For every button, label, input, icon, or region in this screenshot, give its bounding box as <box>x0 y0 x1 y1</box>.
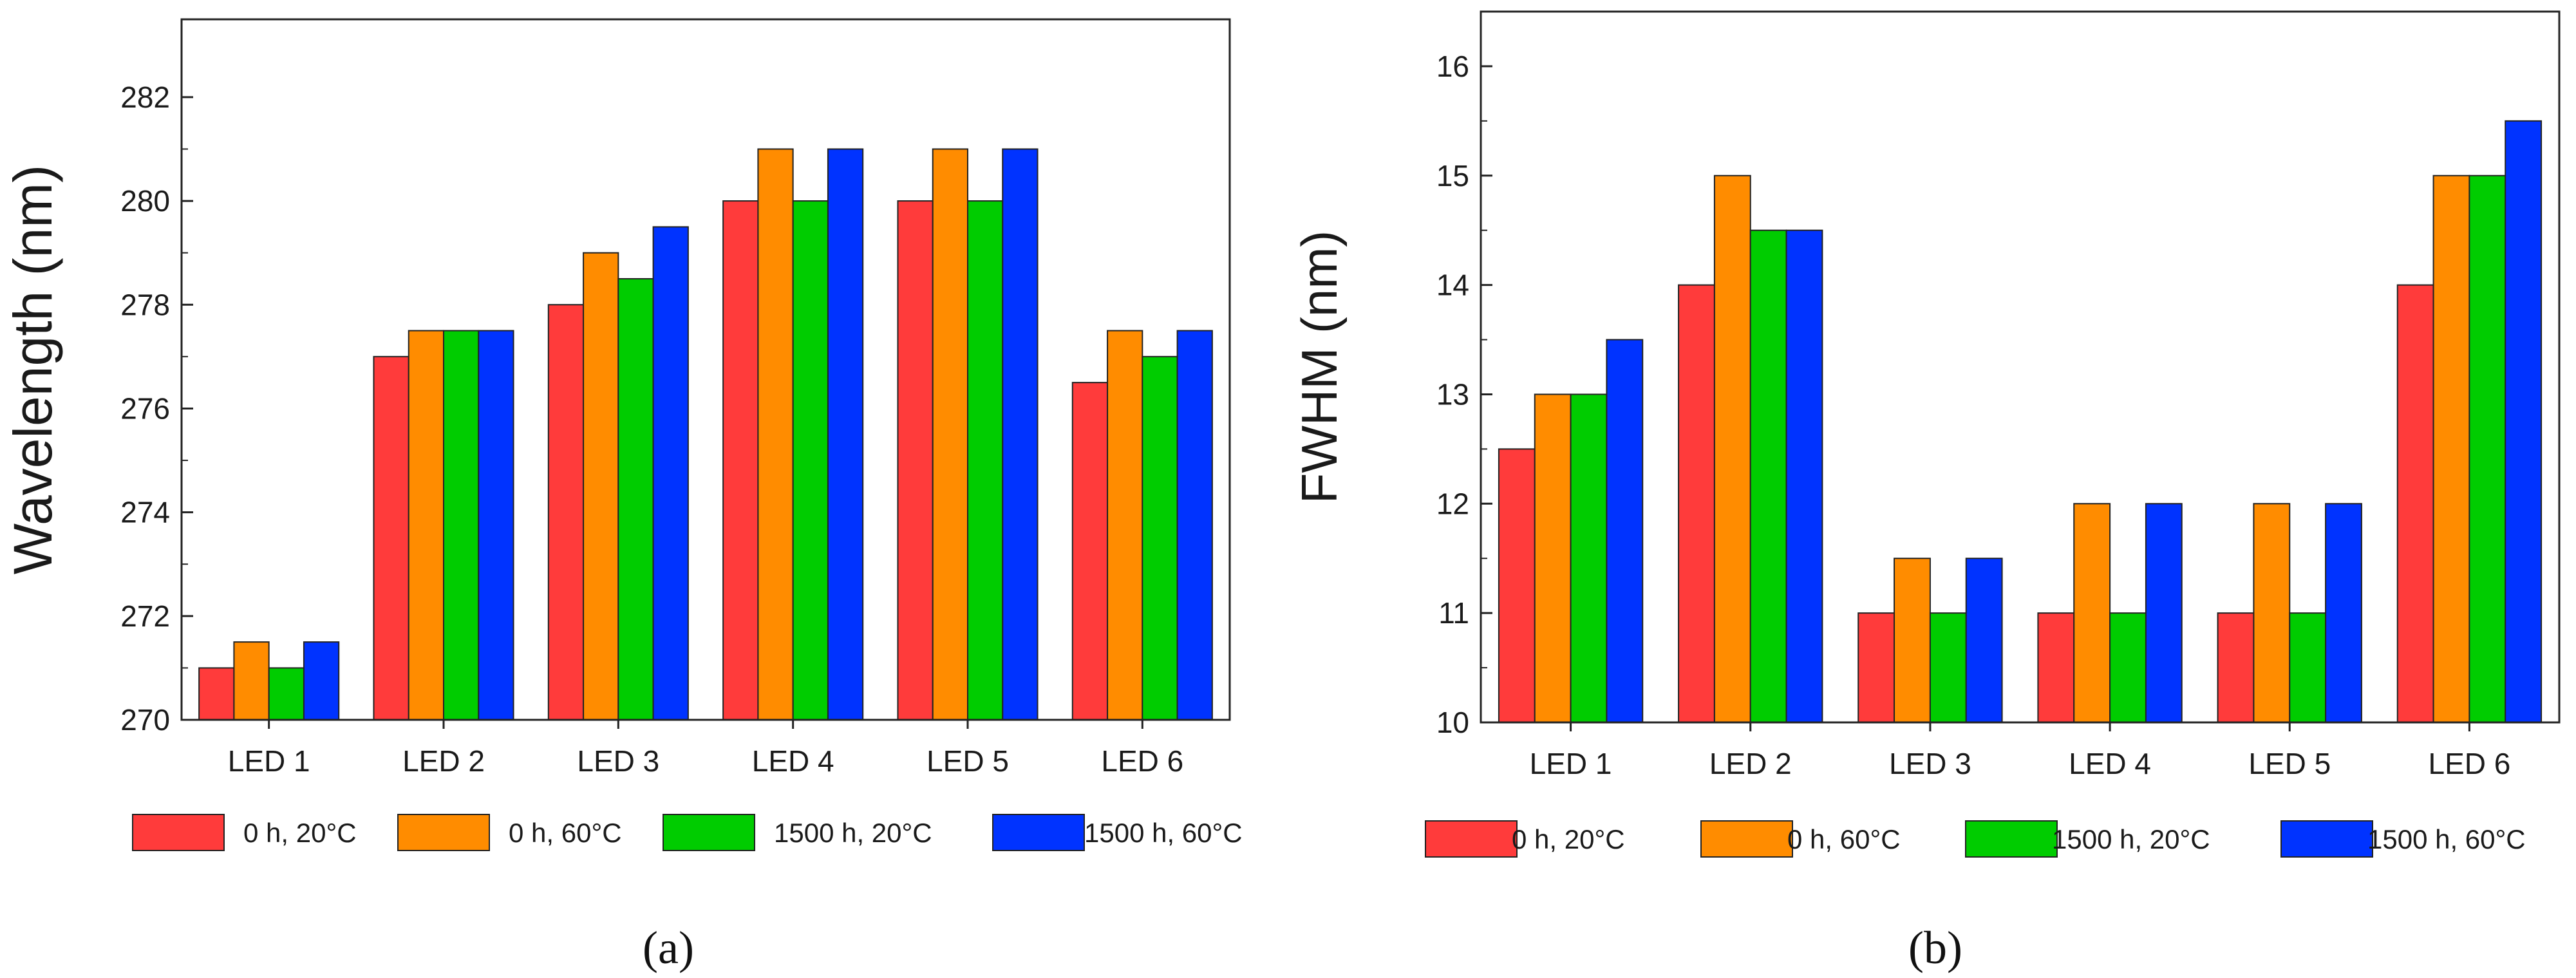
chart-a-ytick-label: 278 <box>120 288 170 321</box>
chart-a-bar-led6-s4 <box>1176 330 1213 720</box>
chart-b-legend-label-s1: 0 h, 20°C <box>1512 824 1625 854</box>
chart-a-bar-led2-s2 <box>408 330 445 720</box>
chart-a-bar-led1-s2 <box>233 641 270 720</box>
chart-a-bar-led2-s3 <box>443 330 480 720</box>
chart-a-bar-led5-s1 <box>897 200 934 720</box>
chart-b-xtick-label: LED 1 <box>1530 747 1612 780</box>
chart-a-bar-led4-s4 <box>827 148 864 720</box>
chart-a-legend-label-s1: 0 h, 20°C <box>243 818 357 848</box>
chart-b-bar-led4-s3 <box>2109 612 2147 724</box>
chart-a-bar-led5-s4 <box>1002 148 1039 720</box>
chart-b-bar-led3-s1 <box>1857 612 1895 724</box>
chart-b-bar-led4-s4 <box>2145 503 2183 723</box>
chart-a-xtick-label: LED 5 <box>926 744 1009 778</box>
chart-a-bar-led3-s1 <box>547 304 585 720</box>
chart-b-bar-led1-s3 <box>1570 393 1608 723</box>
chart-a-legend-swatch-s3 <box>663 814 755 851</box>
chart-a-bar-led6-s3 <box>1142 355 1178 720</box>
chart-b-bar-led5-s2 <box>2253 503 2291 723</box>
chart-b-bar-led6-s3 <box>2468 174 2506 723</box>
chart-a-ytick-label: 270 <box>120 703 170 737</box>
chart-b-bar-led3-s2 <box>1894 558 1931 723</box>
chart-a-ylabel: Wavelength (nm) <box>3 165 63 574</box>
chart-b-legend-swatch-s3 <box>1965 820 2058 858</box>
chart-a-xtick-label: LED 4 <box>752 744 834 778</box>
chart-b-ytick-label: 11 <box>1438 596 1469 630</box>
chart-a-bar-led5-s2 <box>932 148 968 720</box>
chart-b-bar-led3-s4 <box>1965 558 2003 723</box>
chart-b-panel-label: (b) <box>1908 922 1962 973</box>
chart-b-ytick-label: 12 <box>1436 487 1469 520</box>
chart-a-bar-led2-s1 <box>373 355 409 720</box>
chart-a-bar-led5-s3 <box>967 200 1004 720</box>
chart-a-xtick-label: LED 2 <box>402 744 485 778</box>
chart-a-panel-label: (a) <box>643 922 694 973</box>
chart-a-plot-frame <box>180 18 1231 721</box>
chart-a: LED 1 LED 2 LED 3 LED 4 LED 5 LED 6 270 272 274 2… <box>3 18 1243 973</box>
chart-b-xtick-label: LED 3 <box>1889 747 1971 780</box>
chart-b-legend-label-s3: 1500 h, 20°C <box>2052 824 2210 854</box>
chart-b-bar-led6-s2 <box>2432 174 2470 723</box>
chart-b: LED 1 LED 2 LED 3 LED 4 LED 5 LED 6 10 11 12 13 14… <box>1291 10 2561 973</box>
chart-a-ytick-label: 272 <box>120 599 170 633</box>
chart-a-ytick-label: 280 <box>120 184 170 218</box>
chart-a-bar-led4-s1 <box>722 200 759 720</box>
chart-b-xtick-label: LED 2 <box>1709 747 1792 780</box>
chart-b-ylabel: FWHM (nm) <box>1291 230 1348 504</box>
chart-b-ytick-label: 16 <box>1436 50 1469 83</box>
chart-b-xtick-label: LED 6 <box>2428 747 2510 780</box>
chart-b-xtick-label: LED 5 <box>2248 747 2331 780</box>
chart-b-bar-led2-s3 <box>1749 229 1787 723</box>
chart-b-bar-led1-s4 <box>1606 339 1644 723</box>
chart-a-bar-led6-s2 <box>1107 330 1143 720</box>
chart-b-plot-frame <box>1480 10 2561 724</box>
chart-b-ytick-label: 10 <box>1436 706 1469 739</box>
chart-a-legend-swatch-s4 <box>992 814 1085 851</box>
chart-b-xtick-label: LED 4 <box>2069 747 2151 780</box>
chart-a-legend-swatch-s1 <box>132 814 225 851</box>
chart-b-legend-label-s2: 0 h, 60°C <box>1787 824 1901 854</box>
chart-b-legend-label-s4: 1500 h, 60°C <box>2367 824 2526 854</box>
chart-a-legend-label-s3: 1500 h, 20°C <box>774 818 932 848</box>
chart-a-bar-led1-s4 <box>303 641 340 720</box>
chart-b-bar-led4-s1 <box>2037 612 2075 724</box>
chart-a-bar-led3-s2 <box>583 252 619 720</box>
chart-b-bar-led5-s4 <box>2325 503 2362 723</box>
chart-b-ytick-label: 14 <box>1436 268 1469 302</box>
chart-a-bar-led1-s3 <box>268 667 305 720</box>
chart-a-legend-label-s4: 1500 h, 60°C <box>1084 818 1243 848</box>
chart-b-bar-led2-s4 <box>1785 229 1823 723</box>
chart-b-bar-led6-s1 <box>2396 284 2434 724</box>
chart-b-bar-led1-s2 <box>1534 393 1572 723</box>
chart-b-bar-led4-s2 <box>2073 503 2111 723</box>
chart-a-bar-led4-s3 <box>792 200 829 720</box>
chart-b-bar-led1-s1 <box>1498 448 1536 724</box>
chart-a-ytick-label: 274 <box>120 496 170 529</box>
chart-b-legend-swatch-s2 <box>1700 820 1793 858</box>
chart-a-xtick-label: LED 3 <box>577 744 659 778</box>
chart-b-bar-led2-s2 <box>1713 174 1751 723</box>
chart-a-legend-label-s2: 0 h, 60°C <box>509 818 622 848</box>
chart-b-ytick-label: 13 <box>1436 377 1469 411</box>
chart-a-xtick-label: LED 6 <box>1101 744 1183 778</box>
chart-b-bar-led2-s1 <box>1678 284 1715 724</box>
chart-b-bar-led3-s3 <box>1929 612 1967 724</box>
chart-a-xtick-label: LED 1 <box>228 744 310 778</box>
chart-a-bar-led4-s2 <box>757 148 794 720</box>
chart-a-ytick-label: 282 <box>120 80 170 114</box>
chart-a-legend-swatch-s2 <box>397 814 490 851</box>
chart-b-bar-led6-s4 <box>2505 120 2543 724</box>
chart-a-ytick-label: 276 <box>120 391 170 425</box>
chart-b-bar-led5-s1 <box>2217 612 2255 724</box>
chart-a-bar-led3-s4 <box>652 226 689 720</box>
chart-a-bar-led6-s1 <box>1071 382 1109 720</box>
chart-a-bar-led3-s3 <box>617 277 654 720</box>
chart-b-legend-swatch-s1 <box>1425 820 1518 858</box>
chart-b-legend-swatch-s4 <box>2280 820 2373 858</box>
chart-b-ytick-label: 15 <box>1436 159 1469 193</box>
chart-a-bar-led2-s4 <box>478 330 514 720</box>
chart-b-bar-led5-s3 <box>2289 612 2327 724</box>
chart-a-bar-led1-s1 <box>198 667 235 720</box>
